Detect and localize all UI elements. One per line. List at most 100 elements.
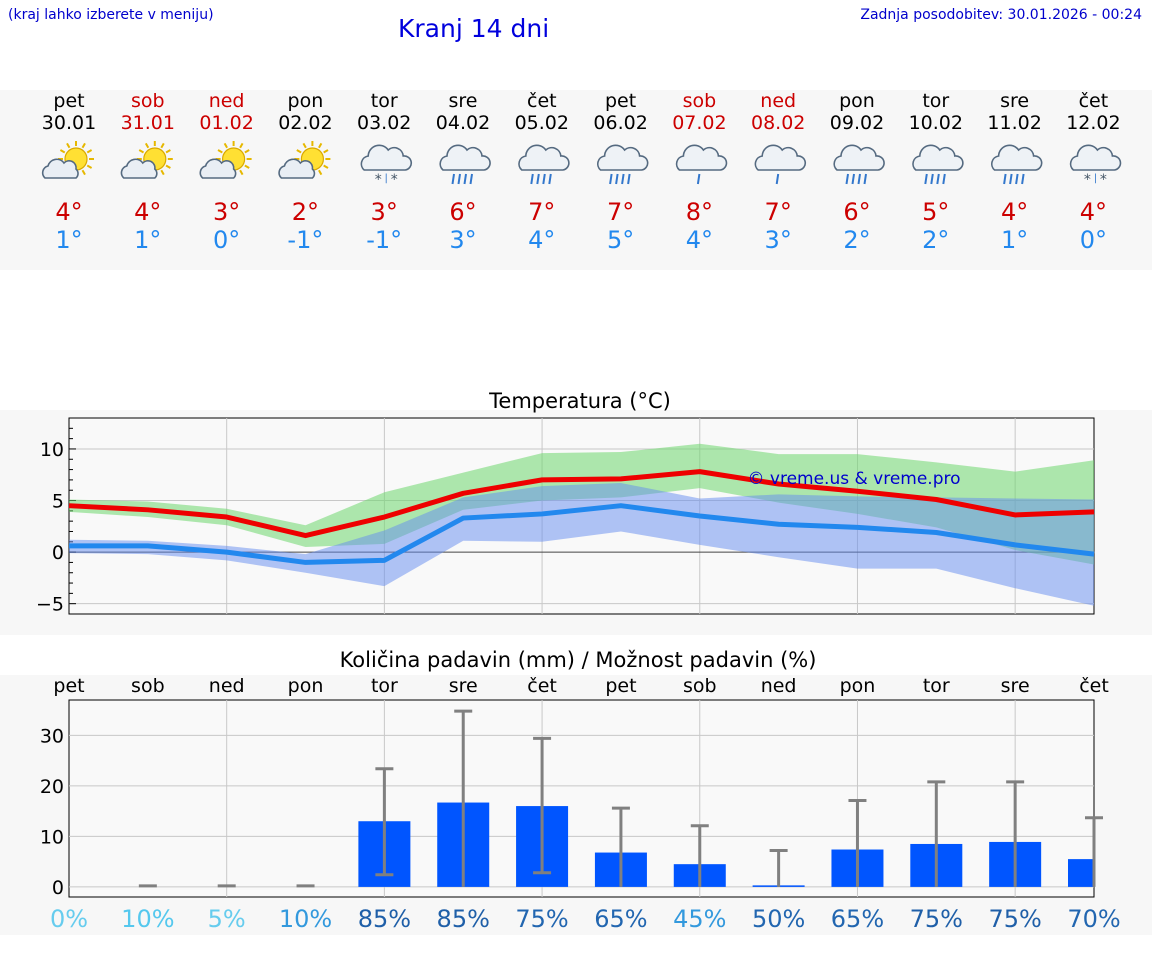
temp-min: 0°: [1080, 226, 1107, 254]
max-range-band: [69, 443, 1094, 565]
cloud-shape: [278, 158, 316, 179]
raindrop: [924, 173, 928, 185]
temp-min: -1°: [366, 226, 402, 254]
day-label: sre: [1001, 675, 1030, 697]
raindrop: [548, 173, 552, 185]
day-date: 02.02: [278, 112, 332, 134]
max-temp-line: [68, 469, 1095, 539]
temp-max: 2°: [292, 198, 319, 226]
day-date: 12.02: [1066, 112, 1120, 134]
cloud-rain-icon: [990, 144, 1043, 185]
day-date: 04.02: [436, 112, 490, 134]
sun-ray: [296, 149, 302, 154]
precip-probability: 85%: [437, 905, 490, 933]
day-date: 31.01: [121, 112, 175, 134]
cloud-shape: [120, 158, 158, 179]
temp-min: 3°: [449, 226, 476, 254]
sun-ray: [165, 164, 171, 169]
temp-min: 3°: [765, 226, 792, 254]
raindrop: [936, 173, 940, 185]
cloud-rain-icon: [596, 144, 649, 185]
day-name: pet: [605, 90, 636, 112]
precip-probability: 75%: [988, 905, 1041, 933]
temp-max: 4°: [134, 198, 161, 226]
day-date: 11.02: [987, 112, 1041, 134]
day-date: 09.02: [830, 112, 884, 134]
temp-min: 4°: [686, 226, 713, 254]
temp-max: 4°: [1080, 198, 1107, 226]
day-label: ned: [209, 675, 245, 697]
cloud-snow-icon: * | *: [360, 144, 413, 188]
raindrop: [857, 173, 861, 185]
day-label: čet: [1079, 675, 1109, 697]
precip-probability: 75%: [910, 905, 963, 933]
cloud-shape: [518, 144, 570, 171]
sun-ray: [66, 142, 71, 149]
min-temp-line: [69, 503, 1095, 565]
watermark: © vreme.us & vreme.pro: [747, 469, 960, 489]
day-label: ned: [761, 675, 797, 697]
sun-ray: [86, 164, 93, 169]
temp-max: 3°: [371, 198, 398, 226]
daily-forecast-panel: [0, 90, 1152, 270]
temp-max: 5°: [922, 198, 949, 226]
cloud-rain-icon: [912, 144, 964, 185]
sun-ray: [323, 164, 329, 169]
cloud-snow-icon: * | *: [1069, 144, 1122, 188]
day-date: 06.02: [593, 112, 647, 134]
snowflake: *: [1084, 172, 1091, 188]
precip-probability: 50%: [752, 905, 805, 933]
raindrop: [469, 173, 473, 185]
precip-probability: 85%: [358, 905, 411, 933]
raindrop: [451, 173, 455, 185]
raindrop: [536, 173, 540, 185]
temp-min: 0°: [213, 226, 240, 254]
sun-ray: [223, 142, 228, 149]
day-name: pon: [288, 90, 324, 112]
day-name: sre: [449, 90, 478, 112]
raindrop: [930, 173, 934, 185]
temp-max: 8°: [686, 198, 713, 226]
day-date: 07.02: [672, 112, 726, 134]
day-name: tor: [371, 90, 398, 112]
day-label: sob: [683, 675, 717, 697]
cloud-rain-icon: [439, 144, 491, 185]
day-label: tor: [371, 675, 398, 697]
cloud-shape: [675, 144, 728, 171]
temp-max: 4°: [55, 198, 82, 226]
cloud-shape: [439, 144, 491, 171]
raindrop: [696, 173, 701, 185]
temp-max: 6°: [449, 198, 476, 226]
temp-min: 5°: [607, 226, 634, 254]
raindrop: [851, 173, 855, 185]
cloud-shape: [360, 144, 413, 171]
sun-ray: [144, 142, 150, 149]
y-tick-label: 0: [52, 877, 64, 899]
daily-forecast: pet30.014°1°sob31.014°1°ned01.023°0°pon0…: [42, 90, 1122, 254]
raindrop: |: [385, 173, 388, 184]
day-name: ned: [209, 90, 245, 112]
cloud-shape: [596, 144, 649, 171]
temp-max: 7°: [528, 198, 555, 226]
precip-probability: 65%: [594, 905, 647, 933]
day-name: ned: [760, 90, 796, 112]
sun-ray: [165, 149, 171, 154]
temp-min: 2°: [843, 226, 870, 254]
page-title: Kranj 14 dni: [398, 14, 550, 43]
raindrop: [845, 173, 849, 185]
precipitation-chart: Količina padavin (mm) / Možnost padavin …: [40, 648, 1121, 933]
cloud-shape: [912, 144, 964, 171]
day-label: čet: [527, 675, 557, 697]
precip-probability: 70%: [1067, 905, 1120, 933]
cloud-light-rain-icon: [675, 144, 728, 185]
min-range-band: [69, 482, 1094, 606]
temp-max: 6°: [843, 198, 870, 226]
sun-cloud-icon: [120, 141, 173, 179]
precip-probability: 75%: [515, 905, 568, 933]
region-hint: (kraj lahko izberete v meniju): [8, 7, 214, 23]
last-updated: Zadnja posodobitev: 30.01.2026 - 00:24: [860, 7, 1142, 23]
raindrop: [942, 173, 946, 185]
temp-min: 4°: [528, 226, 555, 254]
temp-max: 4°: [1001, 198, 1028, 226]
precip-probability: 10%: [121, 905, 174, 933]
